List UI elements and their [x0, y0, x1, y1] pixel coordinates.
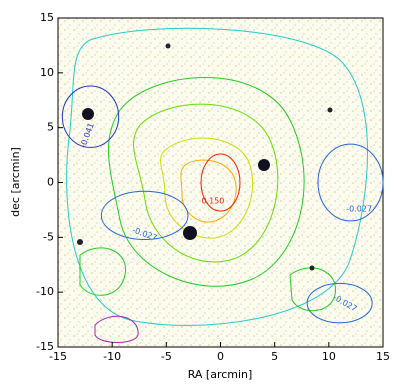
y-tick-label: 15 — [40, 11, 54, 24]
x-tick-label: -10 — [103, 350, 121, 363]
y-tick-label: -15 — [36, 340, 54, 353]
x-tick-label: -15 — [49, 350, 67, 363]
y-tick-label: 10 — [40, 66, 54, 79]
y-tick-label: 5 — [47, 121, 54, 134]
star — [327, 107, 333, 113]
y-axis-label: dec [arcmin] — [9, 147, 22, 217]
contour-label: -0.027 — [346, 204, 372, 213]
star — [82, 108, 94, 120]
contour-line — [200, 153, 241, 212]
x-tick-label: -5 — [161, 350, 172, 363]
stars — [77, 43, 333, 271]
contour-line — [61, 85, 120, 148]
star — [309, 265, 315, 271]
x-tick-label: 5 — [271, 350, 278, 363]
decorative-contours — [66, 27, 368, 343]
x-tick-label: 10 — [322, 350, 336, 363]
y-tick-label: -5 — [43, 230, 54, 243]
y-tick-label: -10 — [36, 285, 54, 298]
star — [258, 159, 270, 171]
y-tick-label: 0 — [47, 176, 54, 189]
contour-line — [306, 282, 373, 324]
contour-line — [100, 190, 189, 241]
contour-label: 0.150 — [201, 197, 224, 206]
star — [183, 226, 197, 240]
x-axis-label: RA [arcmin] — [188, 368, 253, 381]
x-tick-label: 15 — [376, 350, 390, 363]
contour-line — [317, 143, 384, 222]
star — [77, 239, 83, 245]
x-tick-label: 0 — [217, 350, 224, 363]
star — [165, 43, 171, 49]
